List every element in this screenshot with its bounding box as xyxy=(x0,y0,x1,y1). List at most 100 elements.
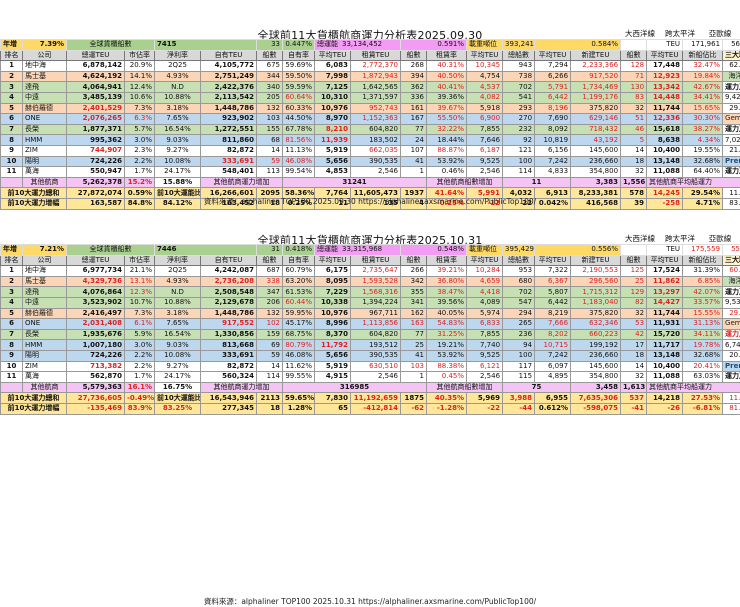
cell: 1,448,786 xyxy=(201,103,257,114)
cell: 24 xyxy=(401,135,427,146)
cell: 30.30% xyxy=(683,114,723,125)
cell: 2,401,529 xyxy=(67,103,125,114)
company-name: HMM xyxy=(23,135,67,146)
cell: 21.1% xyxy=(125,266,155,277)
cell: 6,097 xyxy=(535,361,571,372)
cell: 205 xyxy=(257,92,283,103)
company-name: 長榮 xyxy=(23,329,67,340)
column-header: 船數 xyxy=(401,255,427,266)
cell: 5 xyxy=(1,103,23,114)
column-header: 船數 xyxy=(401,50,427,61)
cell: 10,284 xyxy=(467,266,503,277)
cell: 2.2% xyxy=(125,156,155,167)
cell: 94 xyxy=(503,340,535,351)
cell: 31.39% xyxy=(683,266,723,277)
cell: 4,329,736 xyxy=(67,276,125,287)
summary-tonnage_pct: 0.584% xyxy=(535,40,621,51)
cell: 14 xyxy=(621,145,647,156)
cell: 0.46% xyxy=(427,167,467,178)
capacity-value: 33,315,968 xyxy=(342,245,382,253)
cell: 10.08% xyxy=(155,156,201,167)
summary-cell: 27,736,605 xyxy=(67,393,125,404)
cell: 232 xyxy=(503,124,535,135)
cell: 10.6% xyxy=(125,92,155,103)
cell: 16.54% xyxy=(155,124,201,135)
column-header: 租賃TEU xyxy=(351,50,401,61)
others-label: 其他航商 xyxy=(23,382,67,393)
cell: 34.41% xyxy=(683,92,723,103)
summary-ship_inc: 31 xyxy=(257,245,283,256)
cell: 130 xyxy=(621,82,647,93)
cell: 14,427 xyxy=(647,297,683,308)
summary-blank xyxy=(621,245,647,256)
cell: 60.33% xyxy=(283,103,315,114)
summary-cell: -135,469 xyxy=(67,403,125,414)
cell: 2 xyxy=(1,71,23,82)
column-header: 船數 xyxy=(257,255,283,266)
cell: 236,660 xyxy=(571,350,621,361)
cell: 10,976 xyxy=(315,308,351,319)
cell: 1,113,856 xyxy=(351,319,401,330)
others-margin: 15.88% xyxy=(155,177,201,188)
cell: 15.55% xyxy=(683,308,723,319)
cell: 99.55% xyxy=(283,372,315,383)
cell: 6,878,142 xyxy=(67,61,125,72)
summary-route1: 555,383 xyxy=(723,245,740,256)
summary-tonnage_pct: 0.556% xyxy=(535,245,621,256)
cell: 10,310 xyxy=(315,92,351,103)
cell: 943 xyxy=(503,61,535,72)
alliance-cell: 7,025,721 xyxy=(723,135,740,146)
cell: 8,202 xyxy=(535,329,571,340)
cell: 32.22% xyxy=(427,124,467,135)
cell: 18 xyxy=(621,350,647,361)
cell: 4,089 xyxy=(467,297,503,308)
summary-cell: 1.28% xyxy=(283,403,315,414)
cell: 117 xyxy=(503,361,535,372)
summary-cell: -44 xyxy=(503,403,535,414)
cell: 1,448,786 xyxy=(201,308,257,319)
column-header: 平均TEU xyxy=(467,50,503,61)
cell: 604,820 xyxy=(351,124,401,135)
cell: 40.31% xyxy=(427,61,467,72)
cell: 4,076,864 xyxy=(67,287,125,298)
cell: 159 xyxy=(257,329,283,340)
cell: 17,448 xyxy=(647,61,683,72)
cell: 114 xyxy=(257,372,283,383)
column-header: 市佔率 xyxy=(125,50,155,61)
cell: 813,668 xyxy=(201,340,257,351)
cell: 40.50% xyxy=(427,71,467,82)
cell: 5 xyxy=(621,135,647,146)
cell: 5,974 xyxy=(467,308,503,319)
cell: 82,872 xyxy=(201,361,257,372)
cell: 32 xyxy=(621,167,647,178)
cell: 14 xyxy=(257,145,283,156)
summary-ship_inc: 33 xyxy=(257,40,283,51)
cell: N.D xyxy=(155,287,201,298)
cell: 1 xyxy=(1,266,23,277)
cell: 2,113,542 xyxy=(201,92,257,103)
cell: 61.53% xyxy=(283,287,315,298)
column-header: 市佔率 xyxy=(125,255,155,266)
summary-teu_label: TEU xyxy=(647,245,683,256)
others-lease_label: 其他航商船數增加 xyxy=(427,382,503,393)
summary-cell: -598,075 xyxy=(571,403,621,414)
company-name: 萬海 xyxy=(23,167,67,178)
summary-cell: 11,192,659 xyxy=(351,393,401,404)
cell: 10,400 xyxy=(647,145,683,156)
cell: 355 xyxy=(401,287,427,298)
alliance-cell: 62.30% xyxy=(723,61,740,72)
cell: 145,600 xyxy=(571,145,621,156)
column-header: 船數 xyxy=(621,255,647,266)
cell: 92 xyxy=(503,135,535,146)
cell: 44.50% xyxy=(283,114,315,125)
cell: 4,915 xyxy=(315,372,351,383)
cell: 268 xyxy=(401,61,427,72)
column-header: 平均TEU xyxy=(315,255,351,266)
cell: 338 xyxy=(257,276,283,287)
cell: 1 xyxy=(401,167,427,178)
alliance-cell: 20.40% xyxy=(723,350,740,361)
cell: 10,400 xyxy=(647,361,683,372)
